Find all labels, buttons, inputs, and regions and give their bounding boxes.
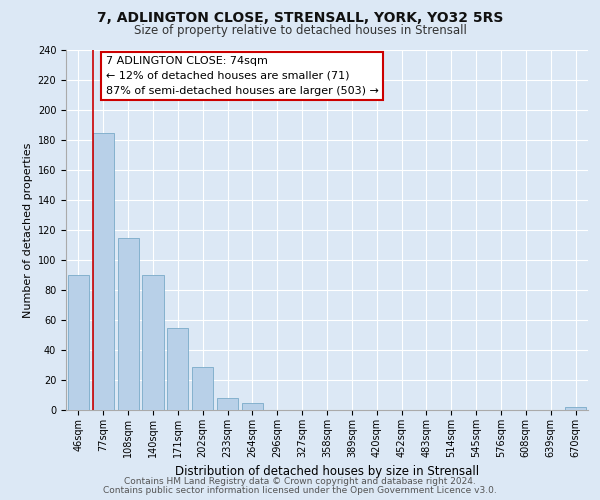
- Text: 7, ADLINGTON CLOSE, STRENSALL, YORK, YO32 5RS: 7, ADLINGTON CLOSE, STRENSALL, YORK, YO3…: [97, 11, 503, 25]
- Bar: [565, 407, 586, 410]
- Bar: [68, 275, 89, 410]
- Bar: [167, 328, 188, 410]
- Y-axis label: Number of detached properties: Number of detached properties: [23, 142, 34, 318]
- Text: Contains HM Land Registry data © Crown copyright and database right 2024.: Contains HM Land Registry data © Crown c…: [124, 477, 476, 486]
- Text: 7 ADLINGTON CLOSE: 74sqm
← 12% of detached houses are smaller (71)
87% of semi-d: 7 ADLINGTON CLOSE: 74sqm ← 12% of detach…: [106, 56, 379, 96]
- Text: Size of property relative to detached houses in Strensall: Size of property relative to detached ho…: [134, 24, 466, 37]
- Bar: [142, 275, 164, 410]
- Bar: [93, 132, 114, 410]
- Bar: [217, 398, 238, 410]
- Bar: [192, 366, 213, 410]
- X-axis label: Distribution of detached houses by size in Strensall: Distribution of detached houses by size …: [175, 466, 479, 478]
- Text: Contains public sector information licensed under the Open Government Licence v3: Contains public sector information licen…: [103, 486, 497, 495]
- Bar: [118, 238, 139, 410]
- Bar: [242, 402, 263, 410]
